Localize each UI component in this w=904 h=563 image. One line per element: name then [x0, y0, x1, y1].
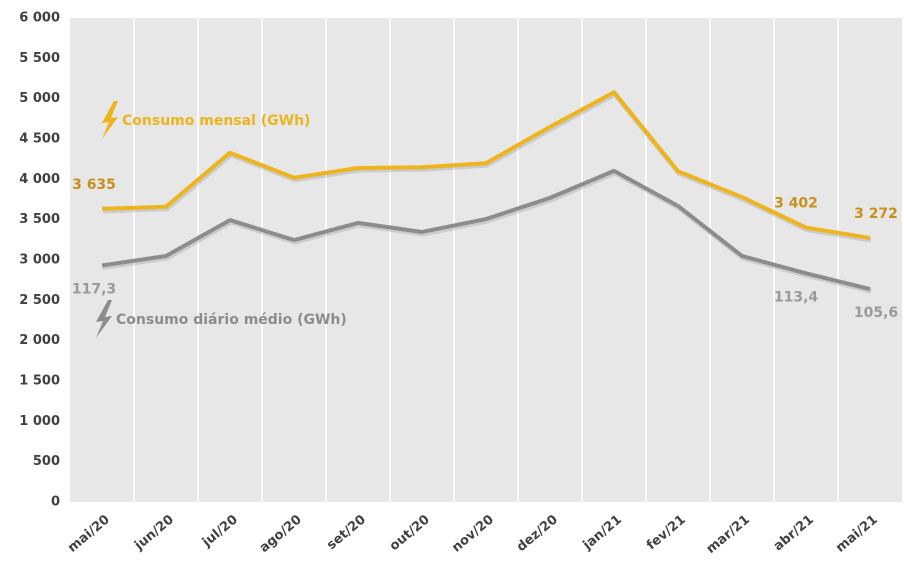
data-label: 3 635: [72, 177, 116, 193]
x-tick-label: nov/20: [449, 512, 497, 555]
data-label: 105,6: [854, 305, 898, 321]
series-line: [101, 90, 871, 241]
x-tick-label: dez/20: [514, 512, 561, 555]
y-tick-label: 2 000: [19, 333, 60, 348]
y-tick-label: 5 000: [19, 91, 60, 106]
y-tick-label: 3 500: [19, 212, 60, 227]
y-tick-label: 3 000: [19, 253, 60, 268]
x-tick-label: jun/20: [131, 512, 177, 554]
x-tick-label: out/20: [387, 512, 433, 554]
x-tick-label: jul/20: [199, 512, 241, 550]
x-tick-label: mai/21: [833, 512, 881, 555]
y-tick-label: 4 000: [19, 172, 60, 187]
x-tick-label: mai/20: [65, 512, 113, 555]
x-tick-label: jan/21: [580, 512, 625, 553]
y-tick-label: 1 500: [19, 374, 60, 389]
x-tick-label: ago/20: [257, 512, 305, 556]
data-label: 3 402: [774, 196, 818, 212]
y-tick-label: 500: [33, 454, 60, 469]
y-tick-label: 1 000: [19, 414, 60, 429]
legend-icon: [102, 101, 118, 139]
x-tick-label: set/20: [324, 512, 369, 553]
x-tick-label: abr/21: [771, 512, 817, 554]
plot-area: [70, 18, 902, 502]
data-label: 117,3: [72, 281, 116, 297]
data-label: 3 272: [854, 206, 898, 222]
y-tick-label: 4 500: [19, 132, 60, 147]
y-tick-label: 5 500: [19, 51, 60, 66]
legend-icon: [96, 300, 112, 338]
y-tick-label: 6 000: [19, 11, 60, 26]
x-tick-label: fev/21: [644, 512, 689, 553]
x-tick-label: mar/21: [704, 512, 753, 557]
y-tick-label: 0: [51, 495, 60, 510]
legend-label: Consumo mensal (GWh): [122, 113, 310, 129]
y-tick-label: 2 500: [19, 293, 60, 308]
data-label: 113,4: [774, 289, 819, 305]
series-line: [101, 168, 871, 291]
legend-label: Consumo diário médio (GWh): [116, 312, 347, 328]
